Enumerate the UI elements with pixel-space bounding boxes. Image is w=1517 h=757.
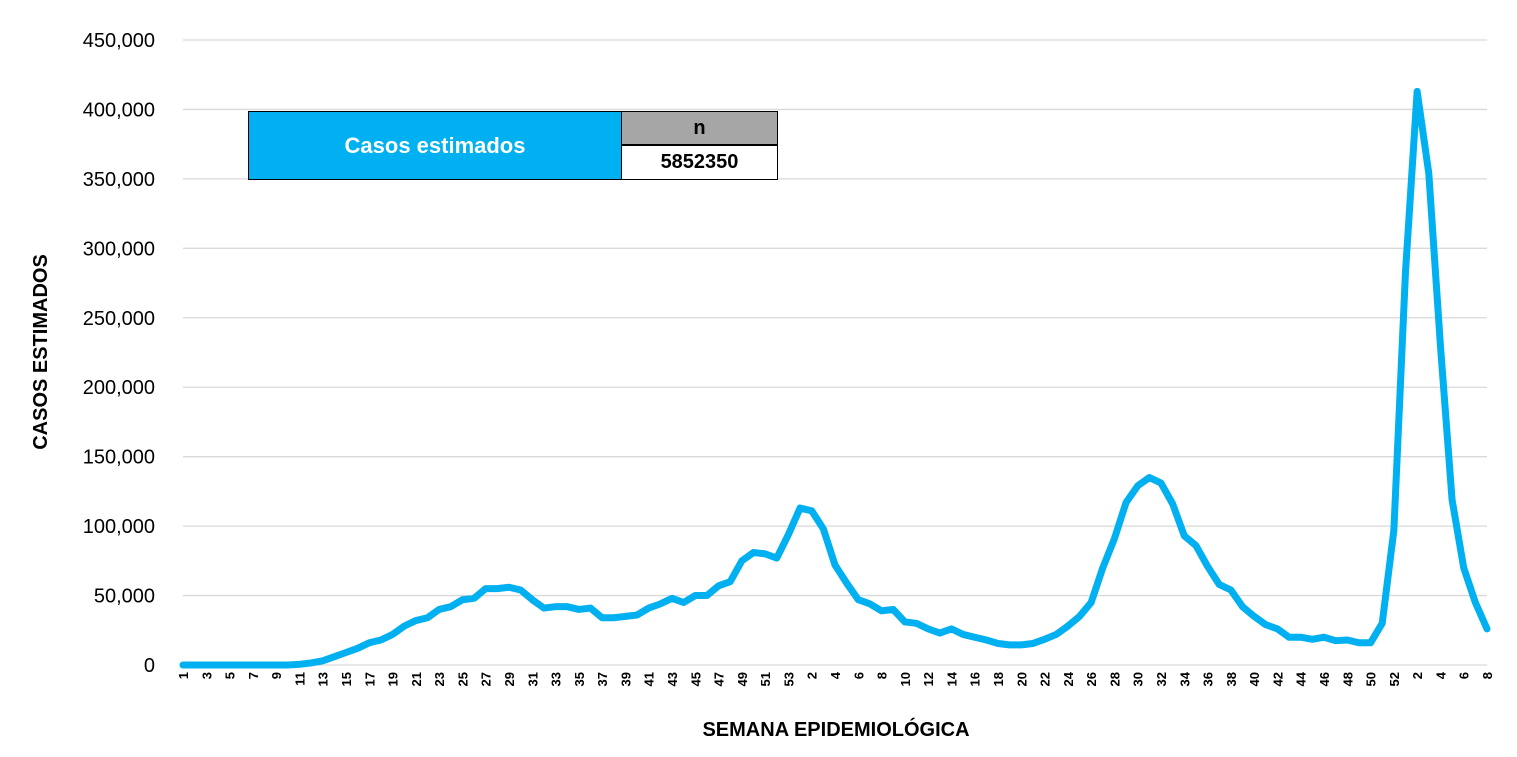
x-tick-label: 19 [386,672,401,686]
x-tick-label: 38 [1224,672,1239,686]
x-tick-label: 10 [898,672,913,686]
x-tick-label: 14 [944,671,959,686]
y-tick-label: 400,000 [83,99,155,121]
info-table-header: n [622,112,777,146]
y-tick-label: 150,000 [83,447,155,469]
x-tick-label: 27 [479,672,494,686]
x-tick-label: 48 [1340,672,1355,686]
x-tick-label: 25 [455,672,470,686]
x-tick-label: 15 [339,672,354,686]
x-tick-label: 16 [968,672,983,686]
x-tick-label: 1 [176,672,191,679]
x-tick-label: 8 [875,672,890,679]
x-tick-label: 33 [549,672,564,686]
x-tick-label: 36 [1201,672,1216,686]
info-table: Casos estimados n 5852350 [248,111,778,180]
x-tick-label: 4 [828,671,843,679]
x-tick-label: 11 [292,672,307,686]
series-line [179,87,1491,669]
x-tick-label: 29 [502,672,517,686]
y-tick-label: 100,000 [83,516,155,538]
x-tick-label: 45 [688,672,703,686]
x-tick-label: 32 [1154,672,1169,686]
x-tick-label: 6 [851,672,866,679]
y-tick-label: 200,000 [83,377,155,399]
x-tick-label: 13 [316,672,331,686]
x-tick-label: 39 [618,672,633,686]
x-tick-label: 46 [1317,672,1332,686]
x-tick-label: 6 [1457,672,1472,679]
x-tick-label: 24 [1061,671,1076,686]
x-tick-label: 49 [735,672,750,686]
info-table-label: Casos estimados [249,112,622,179]
x-tick-label: 2 [1410,672,1425,679]
x-tick-label: 44 [1294,671,1309,686]
x-tick-label: 43 [665,672,680,686]
x-tick-label: 18 [991,672,1006,686]
x-tick-label: 40 [1247,672,1262,686]
y-tick-label: 300,000 [83,238,155,260]
series-layer [179,87,1491,669]
x-tick-label: 5 [223,672,238,679]
x-tick-label: 47 [712,672,727,686]
x-tick-label: 30 [1131,672,1146,686]
x-tick-label: 53 [781,672,796,686]
x-axis-ticks: 1 3 5 7 9 11 13 15 17 19 21 23 25 27 29 31 33 35 37 39 41 43 4… [176,671,1495,686]
y-tick-label: 450,000 [83,30,155,52]
x-tick-label: 3 [199,672,214,679]
x-tick-label: 34 [1177,671,1192,686]
x-tick-label: 26 [1084,672,1099,686]
x-tick-label: 52 [1387,672,1402,686]
x-tick-label: 35 [572,672,587,686]
x-tick-label: 12 [921,672,936,686]
x-tick-label: 51 [758,672,773,686]
x-tick-label: 23 [432,672,447,686]
x-tick-label: 4 [1433,671,1448,679]
info-table-value: 5852350 [622,146,777,179]
x-axis-title: SEMANA EPIDEMIOLÓGICA [702,717,969,741]
y-axis-ticks: 0 50,000 100,000 150,000 200,000 250,000 300,0… [83,30,155,677]
x-tick-label: 41 [642,672,657,686]
y-axis-title: CASOS ESTIMADOS [30,254,52,450]
x-tick-label: 42 [1270,672,1285,686]
x-tick-label: 22 [1038,672,1053,686]
x-tick-label: 7 [246,672,261,679]
x-tick-label: 31 [525,672,540,686]
x-tick-label: 20 [1014,672,1029,686]
y-tick-label: 0 [144,655,155,677]
x-tick-label: 8 [1480,672,1495,679]
x-tick-label: 17 [362,672,377,686]
y-tick-label: 350,000 [83,169,155,191]
y-tick-label: 50,000 [94,586,155,608]
x-tick-label: 50 [1364,672,1379,686]
x-tick-label: 21 [409,672,424,686]
x-tick-label: 37 [595,672,610,686]
x-tick-label: 28 [1107,672,1122,686]
y-tick-label: 250,000 [83,308,155,330]
x-tick-label: 2 [805,672,820,679]
x-tick-label: 9 [269,672,284,679]
